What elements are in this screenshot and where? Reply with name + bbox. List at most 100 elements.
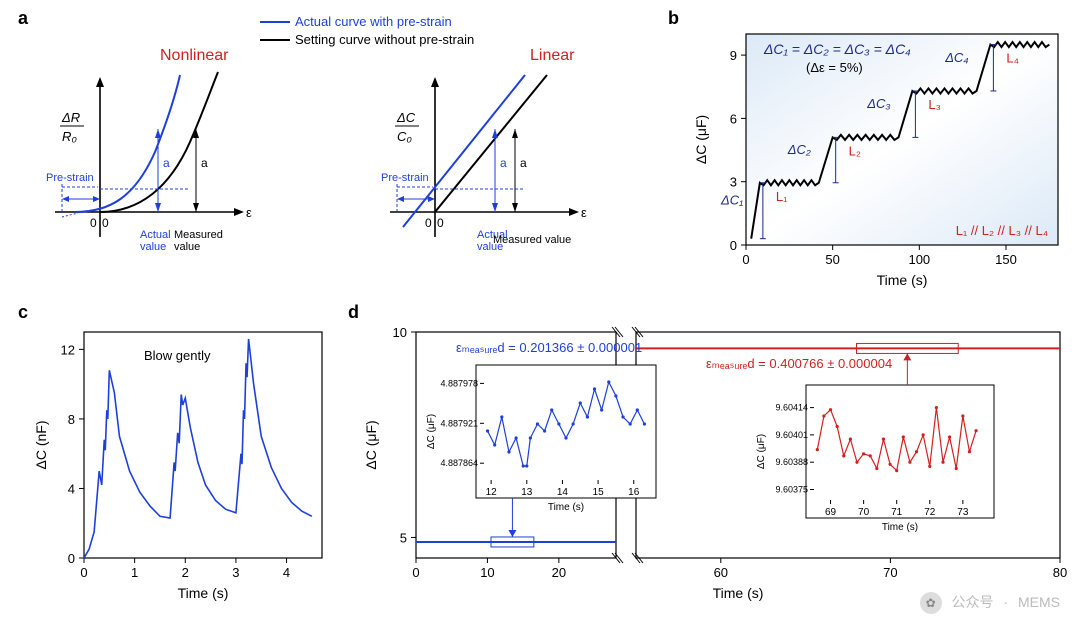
svg-text:a: a bbox=[520, 156, 527, 170]
svg-text:εₘₑₐₛᵤᵣₑd = 0.400766 ± 0.00000: εₘₑₐₛᵤᵣₑd = 0.400766 ± 0.000004 bbox=[706, 356, 892, 371]
svg-text:9.60375: 9.60375 bbox=[775, 485, 808, 495]
svg-text:8: 8 bbox=[68, 412, 75, 427]
svg-text:0: 0 bbox=[730, 238, 737, 253]
panel-d-svg: 0 10 20 60 70 80 5 10 Time (s) ΔC (μF) εₘₑₐₛᵤᵣₑd =… bbox=[360, 318, 1070, 608]
svg-text:6: 6 bbox=[730, 111, 737, 126]
svg-text:0: 0 bbox=[412, 565, 419, 580]
watermark-brand: MEMS bbox=[1018, 594, 1060, 610]
svg-text:ΔC₁ = ΔC₂ = ΔC₃ = ΔC₄: ΔC₁ = ΔC₂ = ΔC₃ = ΔC₄ bbox=[763, 41, 911, 57]
svg-text:100: 100 bbox=[908, 252, 930, 267]
svg-text:Pre-strain: Pre-strain bbox=[381, 172, 429, 184]
svg-text:1: 1 bbox=[131, 565, 138, 580]
svg-text:Time (s): Time (s) bbox=[882, 522, 918, 533]
svg-text:9.60401: 9.60401 bbox=[775, 430, 808, 440]
svg-text:20: 20 bbox=[552, 565, 566, 580]
svg-text:12: 12 bbox=[61, 342, 75, 357]
svg-text:0: 0 bbox=[80, 565, 87, 580]
svg-text:ΔC (nF): ΔC (nF) bbox=[33, 420, 49, 469]
svg-text:ΔC (μF): ΔC (μF) bbox=[756, 434, 767, 469]
svg-text:60: 60 bbox=[714, 565, 728, 580]
panel-d-label: d bbox=[348, 302, 359, 323]
svg-text:Time (s): Time (s) bbox=[548, 502, 584, 513]
svg-text:R₀: R₀ bbox=[62, 129, 77, 144]
svg-text:10: 10 bbox=[480, 565, 494, 580]
watermark-icon: ✿ bbox=[920, 592, 942, 614]
svg-text:(Δε = 5%): (Δε = 5%) bbox=[806, 60, 863, 75]
svg-text:ε: ε bbox=[246, 205, 252, 220]
svg-text:12: 12 bbox=[486, 487, 498, 498]
svg-text:Nonlinear: Nonlinear bbox=[160, 47, 229, 64]
svg-text:4.887978: 4.887978 bbox=[440, 378, 478, 388]
svg-text:L₁: L₁ bbox=[776, 189, 788, 204]
svg-text:a: a bbox=[500, 156, 507, 170]
svg-text:ΔC (μF): ΔC (μF) bbox=[426, 414, 437, 449]
panel-c: 0123404812Time (s)ΔC (nF)Blow gently bbox=[30, 318, 330, 608]
svg-text:10: 10 bbox=[393, 325, 407, 340]
svg-text:Pre-strain: Pre-strain bbox=[46, 172, 94, 184]
panel-d: 0 10 20 60 70 80 5 10 Time (s) ΔC (μF) εₘₑₐₛᵤᵣₑd =… bbox=[360, 318, 1070, 608]
svg-text:3: 3 bbox=[730, 175, 737, 190]
svg-text:Measured value: Measured value bbox=[493, 234, 571, 246]
svg-text:4.887864: 4.887864 bbox=[440, 458, 478, 468]
svg-text:150: 150 bbox=[995, 252, 1017, 267]
svg-text:72: 72 bbox=[924, 507, 936, 518]
panel-b-label: b bbox=[668, 8, 679, 29]
panel-c-label: c bbox=[18, 302, 28, 323]
svg-text:73: 73 bbox=[957, 507, 969, 518]
svg-text:Time (s): Time (s) bbox=[713, 585, 764, 601]
panel-c-svg: 0123404812Time (s)ΔC (nF)Blow gently bbox=[30, 318, 330, 608]
svg-text:3: 3 bbox=[232, 565, 239, 580]
svg-text:9.60414: 9.60414 bbox=[775, 403, 808, 413]
svg-text:70: 70 bbox=[858, 507, 870, 518]
svg-text:4.887921: 4.887921 bbox=[440, 418, 478, 428]
svg-text:a: a bbox=[201, 156, 208, 170]
svg-text:Measuredvalue: Measuredvalue bbox=[174, 229, 223, 253]
svg-text:ΔC₁: ΔC₁ bbox=[720, 193, 743, 208]
svg-text:0: 0 bbox=[437, 216, 444, 230]
svg-text:ΔC₂: ΔC₂ bbox=[787, 142, 811, 157]
svg-text:0: 0 bbox=[90, 216, 97, 230]
svg-text:0: 0 bbox=[742, 252, 749, 267]
svg-text:13: 13 bbox=[521, 487, 533, 498]
svg-text:ΔC (μF): ΔC (μF) bbox=[363, 420, 379, 469]
svg-text:4: 4 bbox=[68, 481, 75, 496]
svg-text:Setting curve without pre-stra: Setting curve without pre-strain bbox=[295, 32, 474, 47]
svg-text:70: 70 bbox=[883, 565, 897, 580]
svg-text:9.60388: 9.60388 bbox=[775, 457, 808, 467]
panel-b: 0 50 100 150 0 3 6 9 Time (s) ΔC (μF) L₁ ΔC₁ L₂ ΔC₂ L₃… bbox=[688, 20, 1068, 290]
svg-text:ε: ε bbox=[581, 205, 587, 220]
svg-text:a: a bbox=[163, 156, 170, 170]
panel-a-svg: Actual curve with pre-strain Setting curv… bbox=[30, 12, 650, 292]
svg-text:15: 15 bbox=[593, 487, 605, 498]
svg-text:80: 80 bbox=[1053, 565, 1067, 580]
svg-text:L₂: L₂ bbox=[849, 143, 861, 158]
svg-text:50: 50 bbox=[825, 252, 839, 267]
svg-text:Actual curve with pre-strain: Actual curve with pre-strain bbox=[295, 14, 452, 29]
svg-text:Time (s): Time (s) bbox=[178, 585, 229, 601]
svg-text:Actualvalue: Actualvalue bbox=[140, 229, 171, 253]
svg-text:2: 2 bbox=[182, 565, 189, 580]
svg-text:Time (s): Time (s) bbox=[877, 272, 928, 288]
watermark-text: 公众号 bbox=[952, 594, 994, 610]
svg-text:ΔC (μF): ΔC (μF) bbox=[693, 115, 709, 164]
svg-text:0: 0 bbox=[68, 551, 75, 566]
svg-text:9: 9 bbox=[730, 48, 737, 63]
svg-text:71: 71 bbox=[891, 507, 903, 518]
svg-text:14: 14 bbox=[557, 487, 569, 498]
panel-a-label: a bbox=[18, 8, 28, 29]
svg-text:ΔR: ΔR bbox=[61, 110, 80, 125]
svg-text:4: 4 bbox=[283, 565, 290, 580]
svg-text:Linear: Linear bbox=[530, 47, 575, 64]
svg-text:16: 16 bbox=[628, 487, 640, 498]
svg-text:εₘₑₐₛᵤᵣₑd = 0.201366 ± 0.00000: εₘₑₐₛᵤᵣₑd = 0.201366 ± 0.000001 bbox=[456, 340, 642, 355]
svg-text:L₄: L₄ bbox=[1006, 51, 1019, 66]
svg-text:0: 0 bbox=[102, 216, 109, 230]
svg-text:L₁ // L₂ // L₃ // L₄: L₁ // L₂ // L₃ // L₄ bbox=[956, 223, 1048, 238]
watermark: ✿ 公众号 · MEMS bbox=[920, 592, 1060, 614]
svg-text:0: 0 bbox=[425, 216, 432, 230]
svg-text:69: 69 bbox=[825, 507, 837, 518]
svg-text:ΔC: ΔC bbox=[396, 110, 416, 125]
svg-text:L₃: L₃ bbox=[928, 97, 941, 112]
svg-text:ΔC₄: ΔC₄ bbox=[944, 50, 968, 65]
svg-text:5: 5 bbox=[400, 530, 407, 545]
